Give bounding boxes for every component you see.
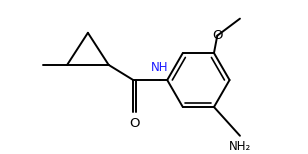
Text: NH: NH — [151, 61, 168, 74]
Text: O: O — [129, 117, 140, 130]
Text: O: O — [212, 29, 222, 42]
Text: NH₂: NH₂ — [229, 140, 251, 153]
